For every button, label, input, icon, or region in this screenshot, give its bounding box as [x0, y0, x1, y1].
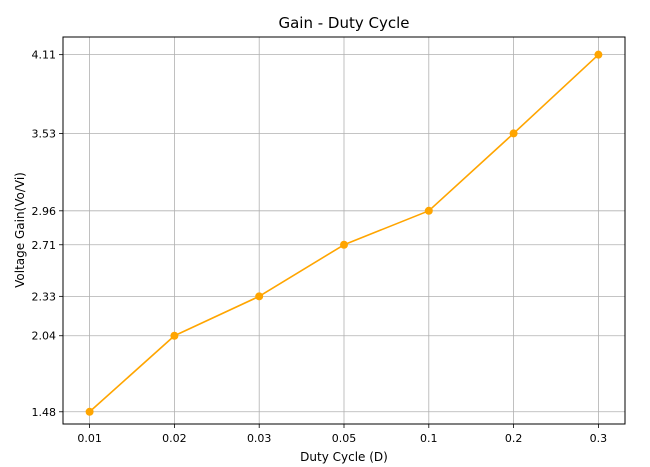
x-tick-label: 0.03 — [247, 432, 272, 445]
y-tick-label: 1.48 — [32, 406, 57, 419]
x-axis-label: Duty Cycle (D) — [300, 450, 388, 464]
y-axis-label: Voltage Gain(Vo/Vi) — [13, 172, 27, 288]
data-point — [594, 51, 602, 59]
x-tick-label: 0.02 — [162, 432, 187, 445]
data-point — [510, 129, 518, 137]
y-tick-label: 2.04 — [32, 330, 57, 343]
data-point — [86, 408, 94, 416]
y-tick-label: 4.11 — [32, 49, 57, 62]
x-tick-label: 0.01 — [77, 432, 102, 445]
x-tick-label: 0.2 — [505, 432, 523, 445]
x-tick-label: 0.05 — [332, 432, 357, 445]
chart-title: Gain - Duty Cycle — [278, 14, 409, 32]
y-tick-label: 3.53 — [32, 127, 57, 140]
data-point — [340, 241, 348, 249]
y-tick-label: 2.96 — [32, 205, 57, 218]
data-point — [425, 207, 433, 215]
y-tick-label: 2.33 — [32, 290, 57, 303]
x-tick-label: 0.1 — [420, 432, 438, 445]
data-point — [170, 332, 178, 340]
y-tick-label: 2.71 — [32, 239, 57, 252]
x-tick-label: 0.3 — [590, 432, 608, 445]
data-point — [255, 292, 263, 300]
